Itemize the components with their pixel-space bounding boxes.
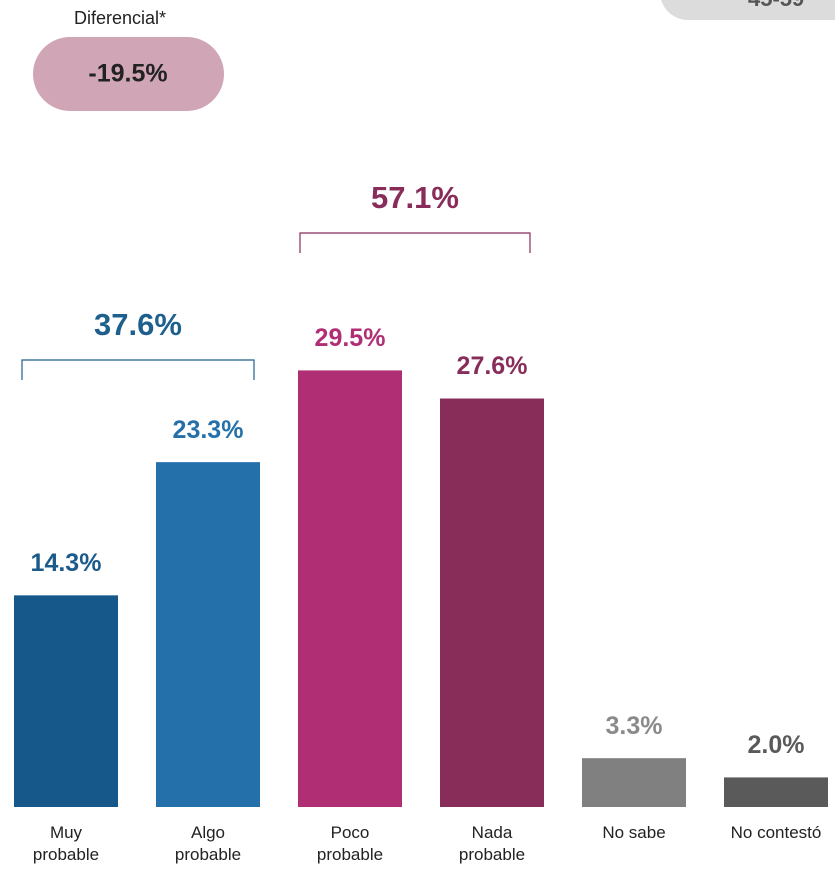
value-label: 3.3% xyxy=(606,712,663,740)
group-label: 37.6% xyxy=(94,307,182,342)
category-label: Poco probable xyxy=(316,823,384,864)
header-value: -19.5% xyxy=(88,60,167,88)
value-label: 29.5% xyxy=(315,324,386,352)
corner-badge: 45-59 xyxy=(748,0,804,11)
category-label: Muy probable xyxy=(32,823,100,864)
header-label: Diferencial* xyxy=(74,8,166,28)
bar xyxy=(440,398,544,807)
category-label: No sabe xyxy=(602,823,666,842)
value-label: 14.3% xyxy=(31,549,102,577)
bar xyxy=(582,758,686,807)
category-label: Algo probable xyxy=(174,823,242,864)
value-label: 2.0% xyxy=(748,731,805,759)
category-label: No contestó xyxy=(730,823,822,842)
bar xyxy=(298,370,402,807)
bar xyxy=(724,777,828,807)
value-label: 27.6% xyxy=(457,352,528,380)
category-label: Nada probable xyxy=(458,823,526,864)
group-label: 57.1% xyxy=(371,180,459,215)
group-bracket xyxy=(21,359,255,380)
bar xyxy=(14,595,118,807)
bar xyxy=(156,462,260,807)
value-label: 23.3% xyxy=(173,416,244,444)
header-badge xyxy=(33,37,224,111)
group-bracket xyxy=(299,232,531,253)
corner-badge-bg xyxy=(661,0,835,20)
